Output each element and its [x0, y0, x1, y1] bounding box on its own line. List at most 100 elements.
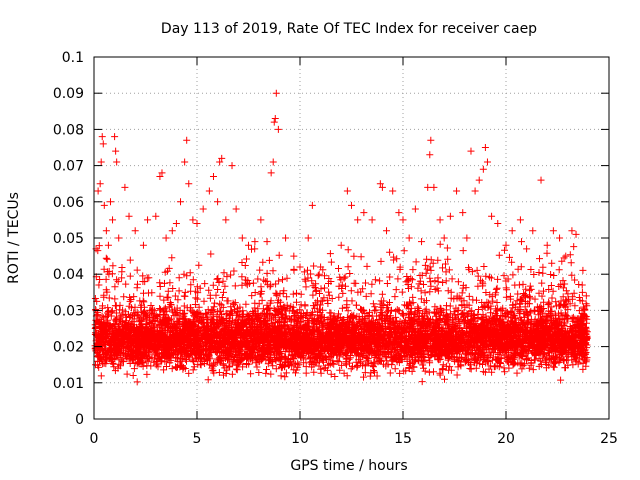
y-tick-label: 0.08	[53, 122, 84, 138]
roti-point	[446, 212, 454, 220]
roti-point	[168, 227, 176, 235]
roti-point	[152, 212, 160, 220]
y-tick-label: 0.09	[53, 86, 84, 102]
roti-point	[232, 205, 240, 213]
roti-point	[177, 198, 185, 206]
roti-point	[543, 241, 551, 249]
roti-point	[156, 172, 164, 180]
roti-point	[99, 140, 107, 148]
roti-point	[479, 165, 487, 173]
roti-point	[94, 187, 102, 195]
roti-point	[537, 176, 545, 184]
roti-point	[100, 201, 108, 209]
roti-point	[418, 238, 426, 246]
roti-point	[475, 176, 483, 184]
roti-point	[399, 216, 407, 224]
roti-point	[216, 158, 224, 166]
roti-point	[209, 172, 217, 180]
roti-point	[205, 187, 213, 195]
roti-point	[459, 209, 467, 217]
roti-point	[282, 234, 290, 242]
roti-point	[112, 147, 120, 155]
x-tick-label: 0	[90, 431, 99, 447]
roti-point	[481, 144, 489, 151]
roti-point	[494, 220, 502, 228]
roti-point	[251, 245, 259, 253]
roti-point	[296, 263, 304, 271]
roti-point	[290, 252, 298, 260]
roti-point	[436, 216, 444, 224]
axis-ticks: 0 0.01 0.02 0.03 0.04 0.05 0.06 0.07 0.08 0.09 0.1…	[53, 50, 618, 447]
roti-point	[376, 180, 384, 188]
roti-dense-points	[91, 238, 591, 386]
roti-point	[238, 234, 246, 242]
roti-point	[172, 220, 180, 228]
roti-point	[162, 234, 170, 242]
roti-point	[125, 212, 133, 220]
roti-point	[267, 169, 275, 177]
y-tick-label: 0.01	[53, 376, 84, 392]
roti-point	[199, 205, 207, 213]
roti-point	[483, 158, 491, 166]
roti-point	[463, 234, 471, 242]
y-tick-label: 0.07	[53, 159, 84, 175]
roti-point	[502, 241, 510, 249]
roti-point	[272, 89, 280, 97]
roti-point	[471, 187, 479, 195]
roti-point	[378, 183, 386, 191]
y-tick-label: 0.03	[53, 303, 84, 319]
roti-point	[158, 169, 166, 177]
roti-point	[185, 180, 193, 188]
roti-point	[343, 187, 351, 195]
x-tick-label: 15	[394, 431, 412, 447]
roti-point	[317, 263, 325, 271]
y-tick-label: 0.05	[53, 231, 84, 247]
roti-point	[111, 133, 119, 141]
roti-point	[113, 158, 121, 166]
roti-point	[562, 252, 570, 260]
chart-title: Day 113 of 2019, Rate Of TEC Index for r…	[161, 21, 537, 37]
roti-point	[270, 118, 278, 126]
roti-point	[529, 227, 537, 235]
roti-point	[427, 136, 435, 144]
roti-point	[269, 158, 277, 166]
roti-point	[131, 227, 139, 235]
roti-point	[104, 241, 112, 249]
roti-point	[106, 198, 114, 206]
roti-point	[395, 209, 403, 217]
roti-point	[274, 125, 282, 133]
roti-point	[102, 227, 110, 235]
roti-point	[139, 241, 147, 249]
x-tick-label: 25	[600, 431, 618, 447]
roti-point	[556, 234, 564, 242]
roti-point	[96, 180, 104, 188]
roti-point	[508, 227, 516, 235]
roti-point	[218, 154, 226, 162]
roti-point	[222, 216, 230, 224]
x-axis-label: GPS time / hours	[290, 458, 407, 474]
roti-point	[189, 216, 197, 224]
roti-point	[383, 227, 391, 235]
x-tick-label: 5	[193, 431, 202, 447]
x-tick-label: 10	[291, 431, 309, 447]
roti-point	[516, 216, 524, 224]
roti-point	[426, 151, 434, 159]
roti-point	[354, 216, 362, 224]
roti-point	[214, 198, 222, 206]
roti-point	[327, 277, 335, 285]
roti-point	[271, 115, 279, 123]
roti-point	[568, 227, 576, 235]
roti-point	[304, 234, 312, 242]
roti-point	[337, 241, 345, 249]
data-points	[91, 89, 591, 386]
roti-point	[467, 147, 475, 155]
roti-point	[263, 238, 271, 246]
y-tick-label: 0.06	[53, 195, 84, 211]
roti-point	[115, 234, 123, 242]
y-tick-label: 0.02	[53, 340, 84, 356]
y-tick-label: 0.1	[62, 50, 84, 66]
roti-point	[348, 201, 355, 209]
x-tick-label: 20	[497, 431, 515, 447]
roti-point	[572, 230, 580, 238]
